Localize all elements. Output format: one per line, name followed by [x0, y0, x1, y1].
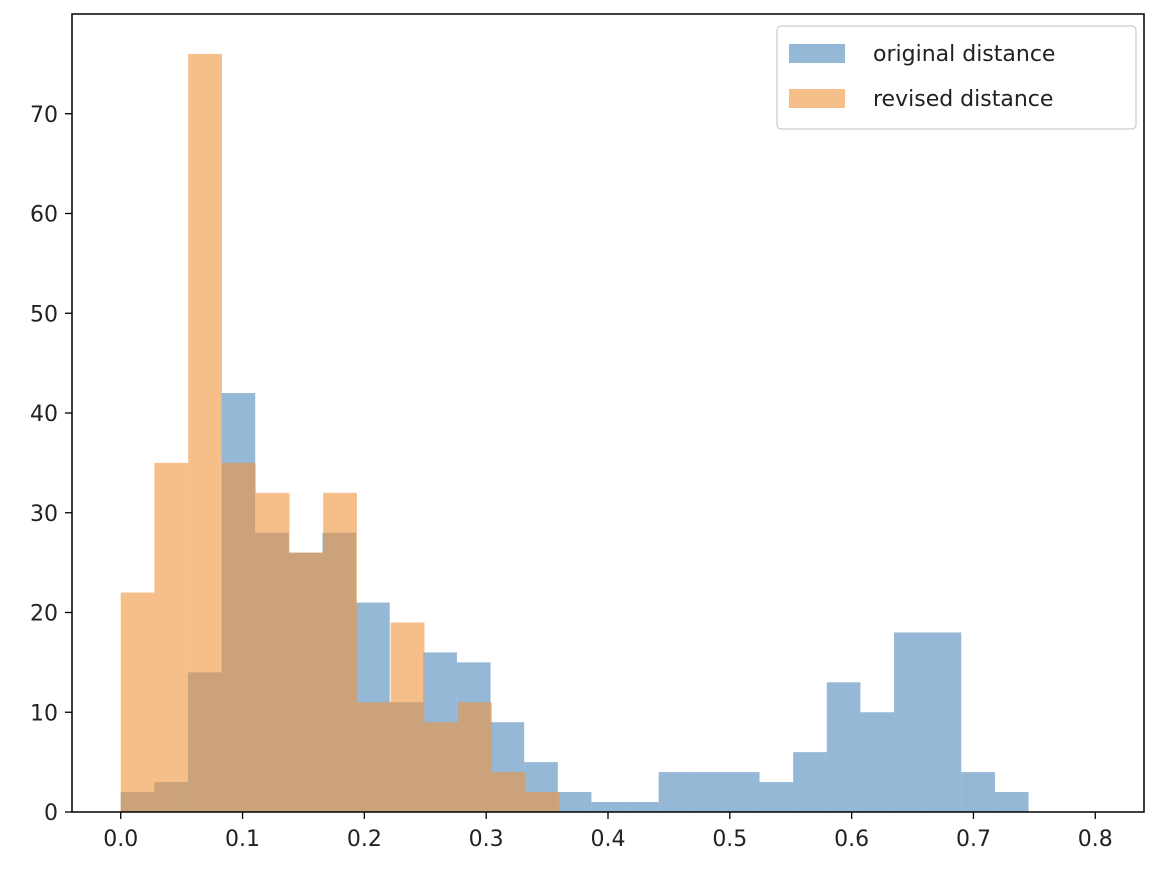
y-tick-label: 0	[44, 801, 58, 826]
bar-series-1-bin-5	[289, 552, 324, 812]
bar-series-0-bin-24	[927, 632, 962, 812]
x-tick-label: 0.4	[591, 827, 626, 852]
bar-series-1-bin-8	[390, 622, 425, 812]
x-tick-label: 0.5	[712, 827, 747, 852]
bar-series-0-bin-18	[725, 772, 760, 812]
x-tick-label: 0.6	[834, 827, 869, 852]
bar-series-0-bin-16	[658, 772, 693, 812]
bar-series-0-bin-20	[793, 752, 827, 812]
legend-label-1: revised distance	[873, 87, 1053, 112]
bar-series-1-bin-3	[221, 462, 256, 812]
y-tick-label: 30	[30, 502, 58, 527]
legend-box	[776, 25, 1137, 130]
x-tick-label: 0.0	[103, 827, 138, 852]
x-tick-label: 0.2	[347, 827, 382, 852]
x-tick-label: 0.8	[1078, 827, 1113, 852]
bar-series-0-bin-23	[894, 632, 928, 812]
bars-layer	[120, 53, 1029, 812]
bar-series-0-bin-15	[625, 802, 659, 812]
bar-series-0-bin-22	[860, 712, 895, 812]
legend-swatch-0	[789, 44, 845, 63]
bar-series-1-bin-12	[525, 792, 560, 812]
bar-series-0-bin-21	[826, 682, 861, 812]
bar-series-0-bin-26	[994, 792, 1029, 812]
y-tick-label: 60	[30, 203, 58, 228]
x-tick-label: 0.1	[225, 827, 260, 852]
legend-swatch-1	[789, 89, 845, 108]
bar-series-1-bin-7	[356, 702, 391, 812]
y-tick-label: 40	[30, 402, 58, 427]
bar-series-1-bin-6	[323, 492, 357, 812]
y-tick-label: 10	[30, 701, 58, 726]
bar-series-0-bin-14	[591, 802, 626, 812]
bar-series-1-bin-0	[120, 592, 155, 812]
bar-series-0-bin-19	[759, 782, 794, 812]
bar-series-0-bin-25	[961, 772, 995, 812]
x-tick-label: 0.3	[469, 827, 504, 852]
bar-series-1-bin-9	[424, 722, 459, 812]
y-tick-label: 50	[30, 302, 58, 327]
bar-series-1-bin-1	[154, 462, 189, 812]
bar-series-1-bin-4	[255, 492, 290, 812]
x-tick-label: 0.7	[956, 827, 991, 852]
bar-series-1-bin-10	[458, 702, 492, 812]
series-1-bars	[120, 53, 560, 812]
y-tick-label: 70	[30, 103, 58, 128]
axis-ticks: 0.0 0.1 0.2 0.3 0.4 0.5 0.6 0.7 0.8 0 10 20 30 40 50 60…	[30, 103, 1113, 852]
bar-series-1-bin-2	[188, 53, 222, 812]
legend-label-0: original distance	[873, 42, 1055, 67]
bar-series-0-bin-17	[692, 772, 726, 812]
bar-series-0-bin-13	[557, 792, 592, 812]
legend: original distance revised distance	[776, 25, 1137, 130]
y-tick-label: 20	[30, 602, 58, 627]
bar-series-1-bin-11	[491, 772, 526, 812]
